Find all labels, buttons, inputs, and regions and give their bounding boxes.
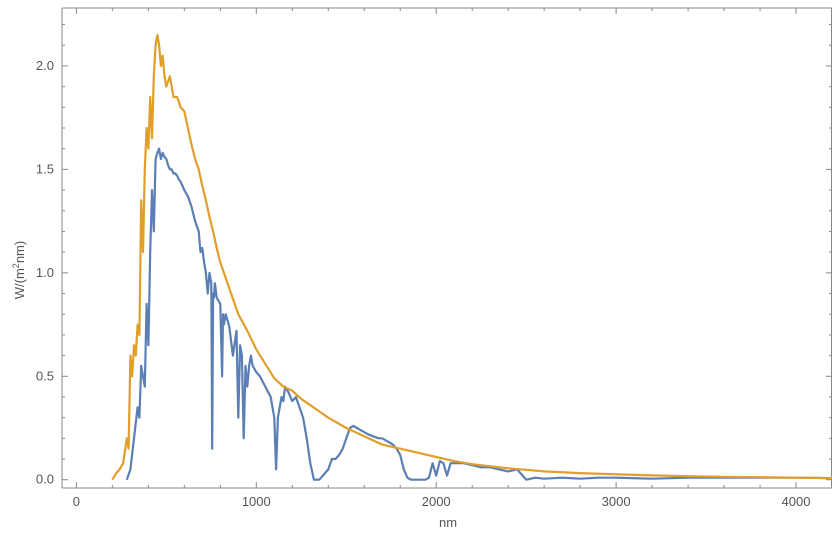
y-axis-label-tail: nm) [12, 241, 27, 263]
x-tick-label: 1000 [242, 494, 271, 509]
y-axis-label: W/(m2nm) [11, 241, 27, 299]
x-tick-label: 0 [73, 494, 80, 509]
x-tick-label: 3000 [602, 494, 631, 509]
x-tick-label: 4000 [782, 494, 811, 509]
y-tick-label: 1.5 [36, 161, 54, 176]
x-axis-label: nm [439, 515, 457, 530]
y-tick-label: 0.0 [36, 472, 54, 487]
series-line-1 [125, 147, 832, 481]
y-axis-label-superscript: 2 [11, 263, 21, 268]
x-tick-label: 2000 [422, 494, 451, 509]
series-line-2 [111, 33, 832, 481]
y-tick-label: 0.5 [36, 368, 54, 383]
axis-ticks: 0 1000 2000 3000 4000 0.0 0.5 1.0 1.5 2.0 [36, 8, 832, 509]
series-layer [111, 33, 832, 481]
plot-frame [61, 7, 832, 489]
y-tick-label: 2.0 [36, 58, 54, 73]
y-axis-label-main: W/(m [12, 268, 27, 299]
y-tick-label: 1.0 [36, 265, 54, 280]
